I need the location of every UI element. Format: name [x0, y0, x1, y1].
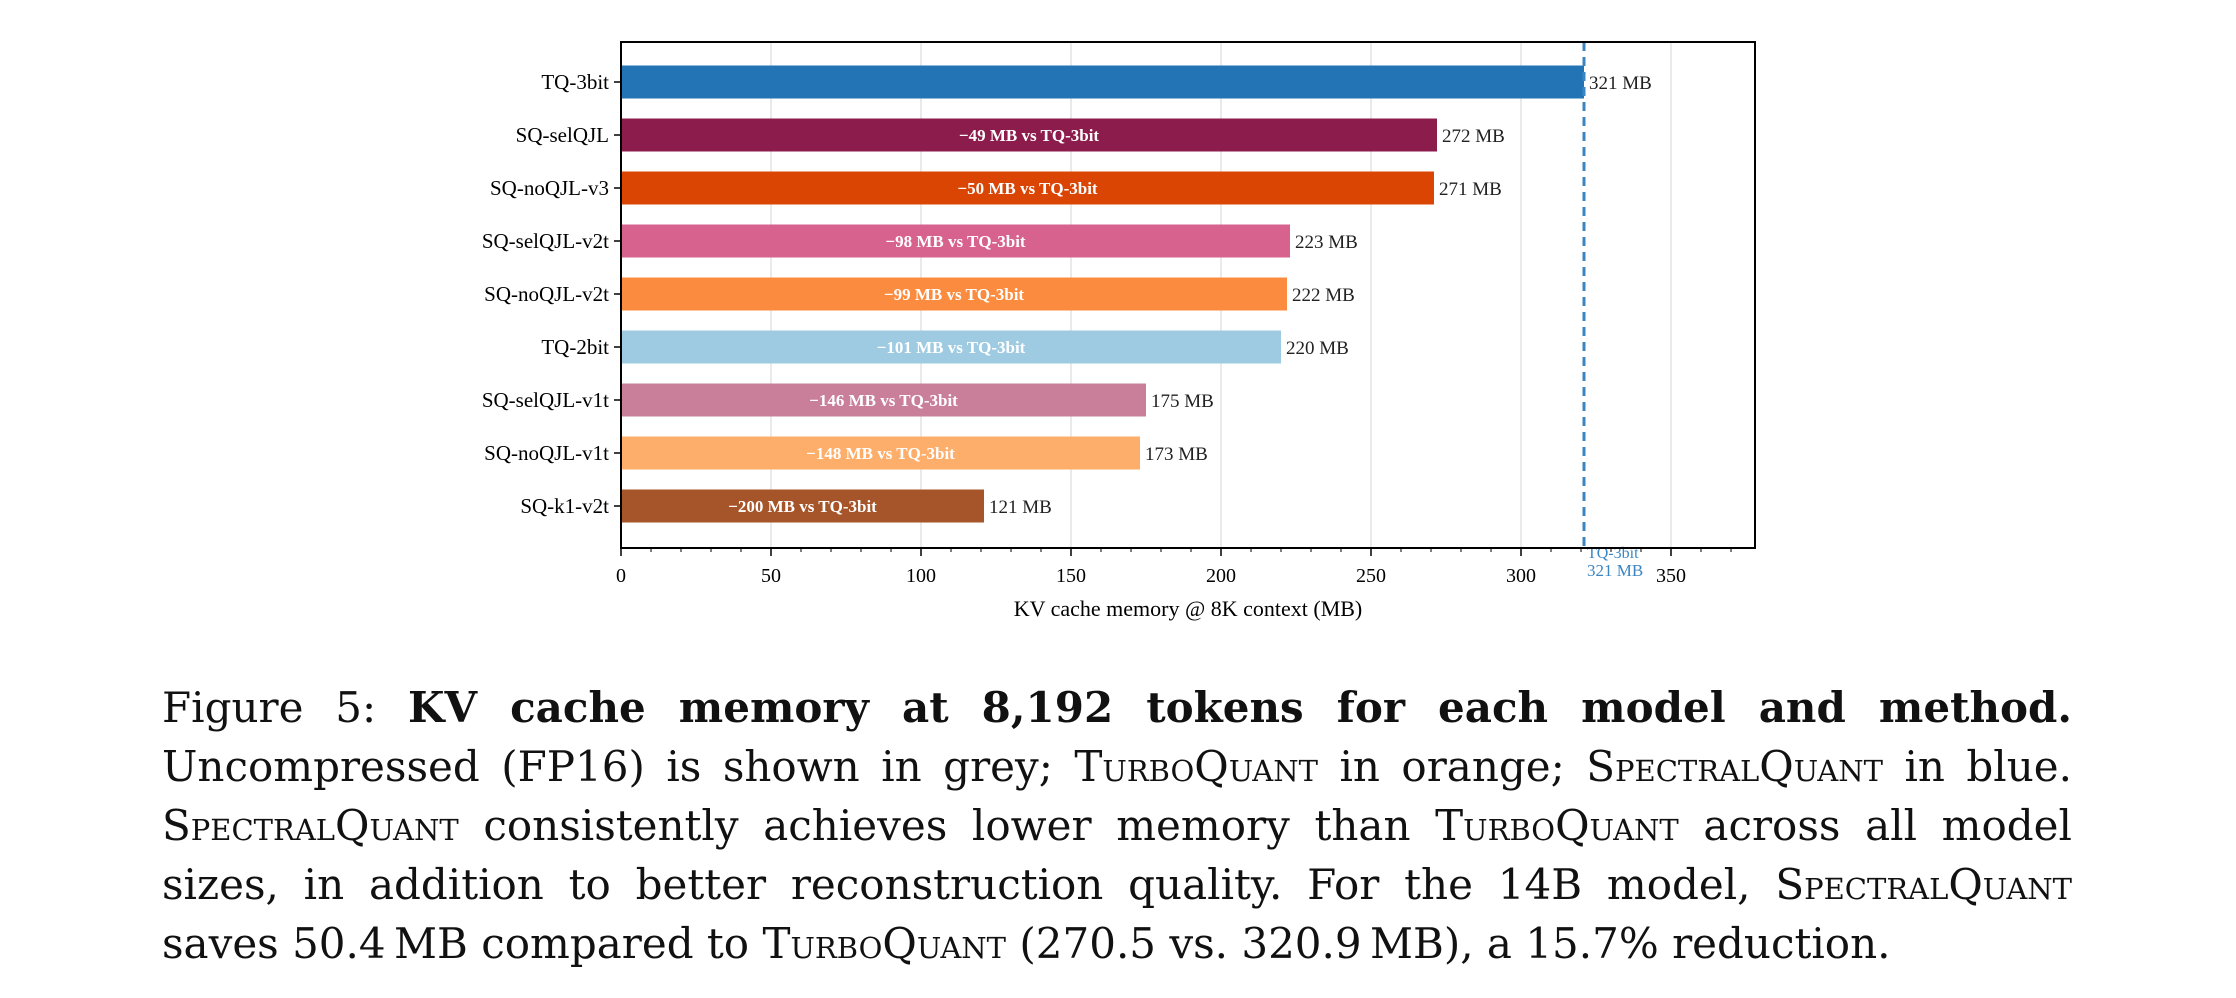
- caption-turboquant: TurboQuant: [762, 919, 1007, 968]
- category-label: SQ-selQJL: [516, 123, 609, 147]
- caption-spectralquant: SpectralQuant: [1586, 742, 1883, 791]
- bar-TQ-3bit: [621, 65, 1584, 99]
- bar-value-label: 271 MB: [1439, 179, 1502, 200]
- x-tick-label: 250: [1356, 565, 1386, 587]
- x-tick-label: 150: [1056, 565, 1086, 587]
- bar-SQ-noQJL-v1t: [621, 436, 1140, 470]
- bar-SQ-k1-v2t: [621, 489, 984, 523]
- bar-diff-label: −98 MB vs TQ-3bit: [885, 232, 1026, 251]
- bar-value-label: 175 MB: [1151, 391, 1214, 412]
- x-tick-label: 50: [761, 565, 781, 587]
- figure-caption: Figure 5: KV cache memory at 8,192 token…: [162, 678, 2072, 973]
- bar-value-label: 222 MB: [1292, 285, 1355, 306]
- bar-value-label: 321 MB: [1589, 73, 1652, 94]
- bar-diff-label: −49 MB vs TQ-3bit: [959, 126, 1100, 145]
- bar-SQ-selQJL-v2t: [621, 224, 1290, 258]
- category-label: SQ-noQJL-v2t: [484, 282, 609, 306]
- plot-frame: [620, 41, 1756, 549]
- category-label: SQ-noQJL-v3: [490, 176, 609, 200]
- bar-value-label: 121 MB: [989, 497, 1052, 518]
- bar-TQ-2bit: [621, 330, 1281, 364]
- bar-diff-label: −99 MB vs TQ-3bit: [884, 285, 1025, 304]
- bar-value-label: 173 MB: [1145, 444, 1208, 465]
- bars: 321 MB −49 MB vs TQ-3bit 272 MB −50 MB vs T…: [621, 65, 1652, 523]
- caption-spectralquant: SpectralQuant: [162, 801, 459, 850]
- x-tick-label: 350: [1656, 565, 1686, 587]
- caption-sentence-7: (270.5 vs. 320.9 MB), a 15.7% reduction.: [1019, 919, 1891, 968]
- caption-sentence-1: Uncompressed (FP16) is shown in grey;: [162, 742, 1053, 791]
- caption-title: KV cache memory at 8,192 tokens for each…: [407, 683, 2073, 732]
- reference-line-value-label: 321 MB: [1587, 561, 1643, 580]
- caption-sentence-6: saves 50.4 MB compared to: [162, 919, 750, 968]
- bar-diff-label: −101 MB vs TQ-3bit: [877, 338, 1026, 357]
- bar-value-label: 223 MB: [1295, 232, 1358, 253]
- caption-turboquant: TurboQuant: [1074, 742, 1318, 791]
- bar-SQ-selQJL-v1t: [621, 383, 1146, 417]
- category-label: SQ-selQJL-v2t: [482, 229, 609, 253]
- caption-turboquant: TurboQuant: [1435, 801, 1679, 850]
- caption-spectralquant: SpectralQuant: [1775, 860, 2072, 909]
- bar-diff-label: −148 MB vs TQ-3bit: [806, 444, 955, 463]
- bar-chart: 321 MB −49 MB vs TQ-3bit 272 MB −50 MB vs T…: [482, 41, 1756, 621]
- bar-diff-label: −200 MB vs TQ-3bit: [728, 497, 877, 516]
- category-label: SQ-selQJL-v1t: [482, 388, 609, 412]
- category-label: TQ-2bit: [541, 335, 609, 359]
- caption-sentence-5: across all model sizes, in addition to b…: [162, 801, 2072, 909]
- x-tick-label: 200: [1206, 565, 1236, 587]
- x-tick-label: 100: [906, 565, 936, 587]
- caption-sentence-4: consistently achieves lower memory than: [483, 801, 1411, 850]
- reference-line-label: TQ-3bit: [1587, 545, 1639, 562]
- category-label: TQ-3bit: [541, 70, 609, 94]
- bar-value-label: 220 MB: [1286, 338, 1349, 359]
- caption-sentence-3: in blue.: [1904, 742, 2072, 791]
- x-tick-label: 300: [1506, 565, 1536, 587]
- bar-diff-label: −146 MB vs TQ-3bit: [809, 391, 958, 410]
- bar-value-label: 272 MB: [1442, 126, 1505, 147]
- category-label: SQ-k1-v2t: [520, 494, 609, 518]
- bar-SQ-noQJL-v3: [621, 171, 1434, 205]
- bar-SQ-noQJL-v2t: [621, 277, 1287, 311]
- caption-lead: Figure 5:: [162, 683, 377, 732]
- bar-diff-label: −50 MB vs TQ-3bit: [957, 179, 1098, 198]
- axes: TQ-3bit SQ-selQJL SQ-noQJL-v3 SQ-selQJL-v2t…: [482, 70, 1732, 587]
- category-label: SQ-noQJL-v1t: [484, 441, 609, 465]
- x-axis-label: KV cache memory @ 8K context (MB): [1014, 596, 1363, 621]
- caption-sentence-2: in orange;: [1339, 742, 1565, 791]
- x-tick-label: 0: [616, 565, 626, 587]
- bar-SQ-selQJL: [621, 118, 1437, 152]
